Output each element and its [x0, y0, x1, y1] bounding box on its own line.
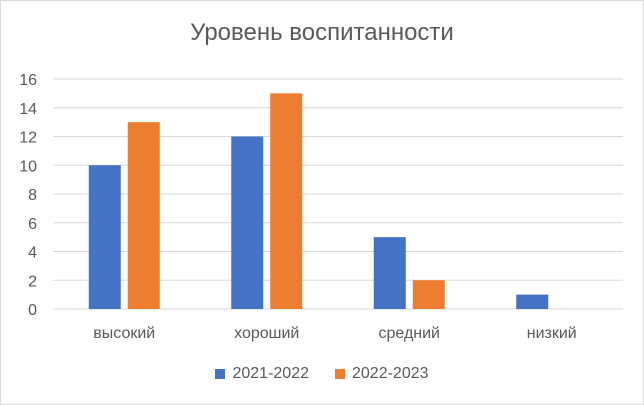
bar-2-3: [412, 280, 445, 309]
x-category-label: хороший: [234, 325, 299, 342]
y-tick-label: 10: [19, 158, 37, 175]
legend-swatch: [215, 369, 226, 379]
legend-item: 2022-2023: [335, 365, 429, 383]
y-tick-label: 8: [28, 187, 37, 204]
bar-1-3: [373, 237, 406, 309]
y-tick-label: 0: [28, 302, 37, 319]
y-tick-label: 12: [19, 130, 37, 147]
bar-1-1: [88, 165, 121, 309]
y-tick-label: 16: [19, 72, 37, 89]
chart-legend: 2021-2022 2022-2023: [1, 365, 643, 383]
y-tick-label: 4: [28, 245, 37, 262]
bar-chart-plot: 0 2 4 6 8 10 12 14 16 высокий хороший средний низкий: [19, 72, 623, 342]
legend-label: 2022-2023: [352, 365, 429, 382]
x-category-label: низкий: [527, 325, 577, 342]
bar-2-2: [270, 93, 303, 309]
x-category-label: средний: [379, 325, 441, 342]
legend-label: 2021-2022: [232, 365, 309, 382]
bar-1-4: [516, 294, 549, 309]
chart-title: Уровень воспитанности: [190, 19, 454, 46]
x-category-label: высокий: [93, 325, 155, 342]
legend-item: 2021-2022: [215, 365, 309, 383]
y-tick-label: 2: [28, 273, 37, 290]
legend-swatch: [335, 369, 345, 379]
y-tick-label: 6: [28, 216, 37, 233]
y-tick-label: 14: [19, 101, 37, 118]
bar-1-2: [231, 136, 264, 309]
bar-2-1: [127, 122, 160, 309]
